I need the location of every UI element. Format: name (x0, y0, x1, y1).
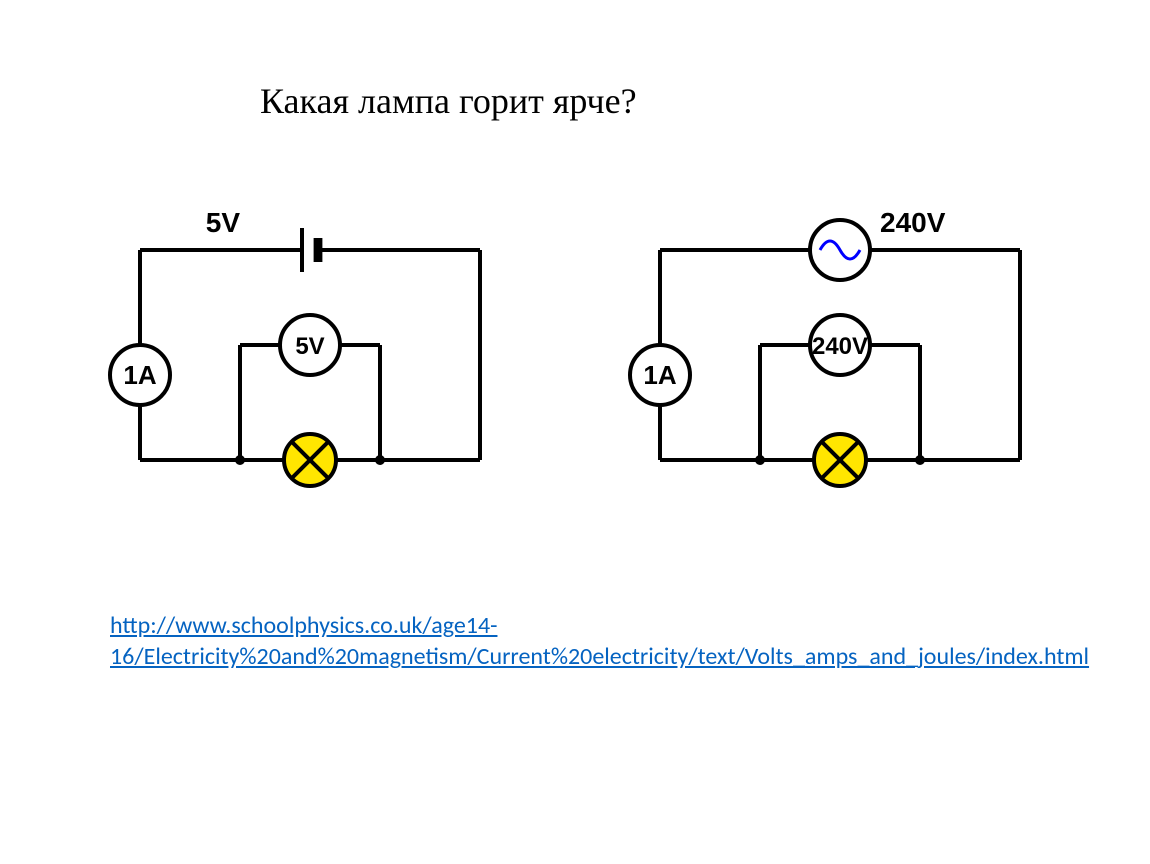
source-link[interactable]: http://www.schoolphysics.co.uk/age14-16/… (110, 610, 1070, 672)
ammeter-label: 1A (123, 360, 156, 390)
source-label: 240V (880, 207, 946, 238)
voltmeter-label: 240V (812, 333, 868, 360)
voltmeter-label: 5V (295, 333, 324, 360)
page: Какая лампа горит ярче? 1A 5V 5V 1A 240V 240V… (0, 0, 1150, 864)
circuit-left: 1A 5V 5V (80, 200, 540, 520)
ammeter-label: 1A (643, 360, 676, 390)
circuit-right: 1A 240V 240V (600, 200, 1080, 520)
question-title: Какая лампа горит ярче? (260, 80, 637, 122)
source-label: 5V (206, 207, 241, 238)
